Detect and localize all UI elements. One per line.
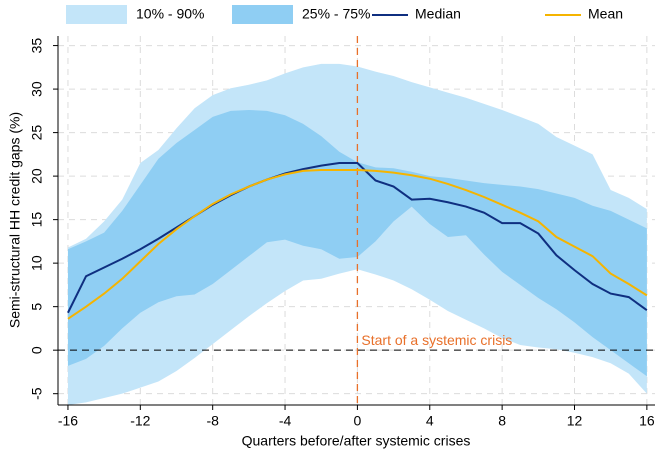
x-tick-label: -16 (58, 413, 78, 429)
legend-label: Mean (588, 6, 623, 22)
y-tick-label: 0 (29, 346, 45, 354)
x-tick-label: -8 (206, 413, 219, 429)
y-tick-label: 30 (29, 81, 45, 97)
x-tick-label: 4 (426, 413, 434, 429)
y-tick-label: 20 (29, 168, 45, 184)
y-tick-label: 35 (29, 38, 45, 54)
y-tick-label: 5 (29, 303, 45, 311)
x-tick-label: -12 (130, 413, 150, 429)
x-tick-label: 16 (639, 413, 655, 429)
legend-swatch (232, 5, 293, 24)
line (67, 169, 648, 320)
annotation: Start of a systemic crisis (361, 332, 512, 348)
legend-label: Median (415, 6, 461, 22)
y-axis-label: Semi-structural HH credit gaps (%) (7, 112, 23, 328)
legend-swatch (66, 5, 127, 24)
x-tick-label: 0 (354, 413, 362, 429)
y-tick-label: 10 (29, 255, 45, 271)
x-tick-label: 8 (498, 413, 506, 429)
y-tick-label: 25 (29, 125, 45, 141)
x-tick-label: -4 (279, 413, 292, 429)
x-tick-label: 12 (567, 413, 583, 429)
y-tick-label: -5 (29, 387, 45, 400)
legend-label: 25% - 75% (302, 6, 370, 22)
y-tick-label: 15 (29, 212, 45, 228)
line (67, 162, 648, 314)
legend-label: 10% - 90% (136, 6, 204, 22)
x-axis-label: Quarters before/after systemic crises (242, 433, 471, 449)
